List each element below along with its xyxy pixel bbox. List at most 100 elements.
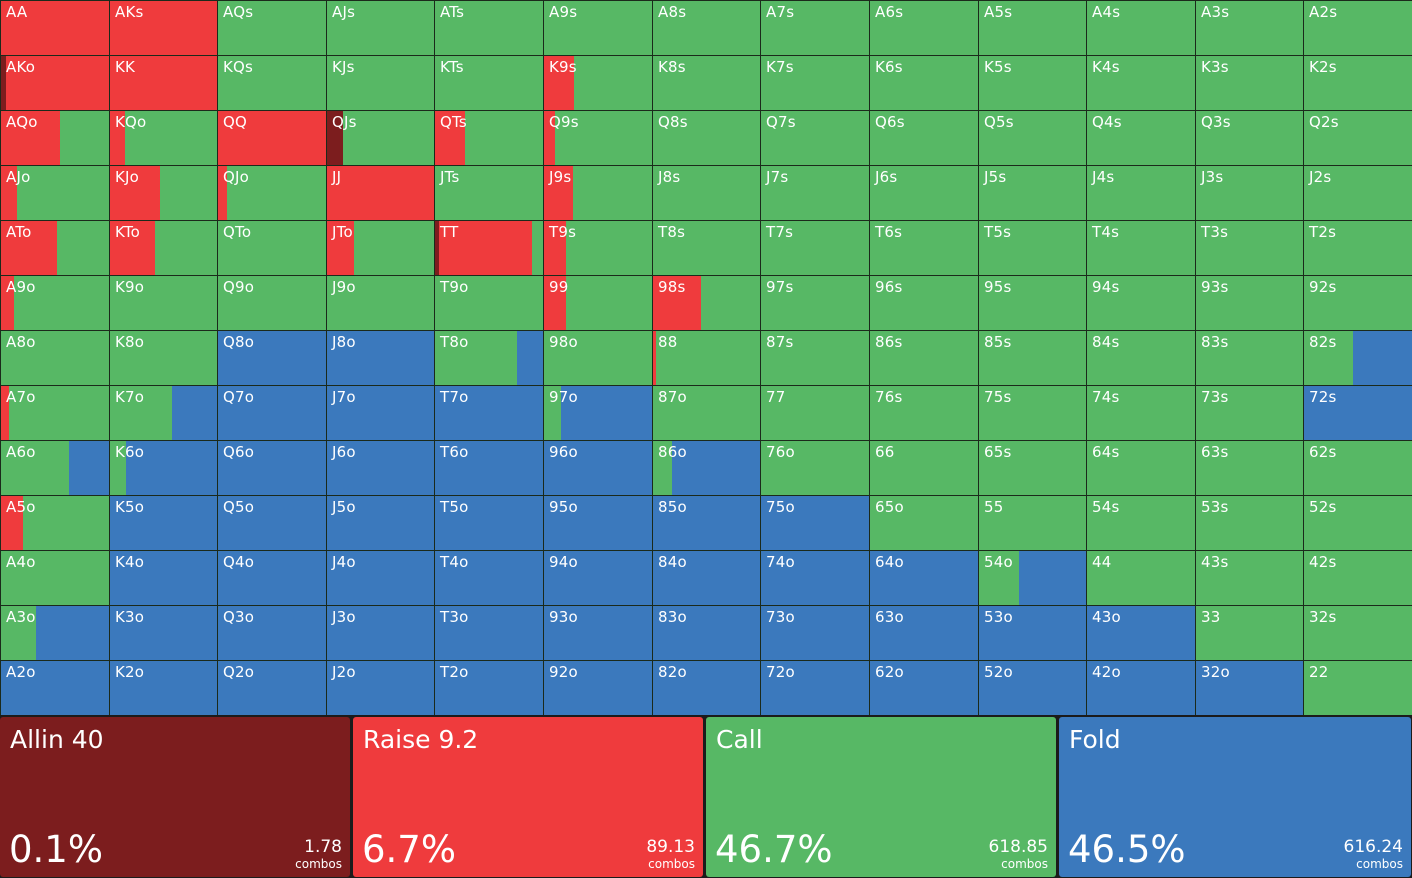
hand-cell[interactable]: 83o bbox=[652, 605, 760, 660]
hand-cell[interactable]: 97o bbox=[543, 385, 652, 440]
hand-cell[interactable]: Q6s bbox=[869, 110, 978, 165]
hand-cell[interactable]: K9s bbox=[543, 55, 652, 110]
hand-cell[interactable]: J9s bbox=[543, 165, 652, 220]
hand-cell[interactable]: T7o bbox=[434, 385, 543, 440]
hand-cell[interactable]: J7o bbox=[326, 385, 434, 440]
raise-action-card[interactable]: Raise 9.2 6.7% 89.13 combos bbox=[353, 717, 703, 877]
hand-cell[interactable]: 52s bbox=[1303, 495, 1412, 550]
hand-cell[interactable]: 53s bbox=[1195, 495, 1303, 550]
hand-cell[interactable]: K6o bbox=[109, 440, 217, 495]
hand-cell[interactable]: 52o bbox=[978, 660, 1086, 715]
hand-cell[interactable]: 55 bbox=[978, 495, 1086, 550]
hand-cell[interactable]: T7s bbox=[760, 220, 869, 275]
hand-cell[interactable]: 63s bbox=[1195, 440, 1303, 495]
hand-cell[interactable]: 33 bbox=[1195, 605, 1303, 660]
hand-cell[interactable]: A4s bbox=[1086, 0, 1195, 55]
hand-cell[interactable]: 76o bbox=[760, 440, 869, 495]
hand-cell[interactable]: 66 bbox=[869, 440, 978, 495]
hand-cell[interactable]: J4s bbox=[1086, 165, 1195, 220]
hand-cell[interactable]: T5s bbox=[978, 220, 1086, 275]
hand-cell[interactable]: 97s bbox=[760, 275, 869, 330]
hand-cell[interactable]: K8o bbox=[109, 330, 217, 385]
fold-action-card[interactable]: Fold 46.5% 616.24 combos bbox=[1059, 717, 1411, 877]
hand-cell[interactable]: 99 bbox=[543, 275, 652, 330]
hand-cell[interactable]: A2s bbox=[1303, 0, 1412, 55]
hand-cell[interactable]: K5o bbox=[109, 495, 217, 550]
hand-cell[interactable]: ATo bbox=[0, 220, 109, 275]
hand-cell[interactable]: 62s bbox=[1303, 440, 1412, 495]
hand-cell[interactable]: KQo bbox=[109, 110, 217, 165]
hand-cell[interactable]: K2o bbox=[109, 660, 217, 715]
hand-cell[interactable]: 75s bbox=[978, 385, 1086, 440]
hand-cell[interactable]: 74s bbox=[1086, 385, 1195, 440]
hand-cell[interactable]: Q5o bbox=[217, 495, 326, 550]
hand-cell[interactable]: KTo bbox=[109, 220, 217, 275]
hand-cell[interactable]: T4o bbox=[434, 550, 543, 605]
hand-cell[interactable]: 64s bbox=[1086, 440, 1195, 495]
hand-cell[interactable]: 98o bbox=[543, 330, 652, 385]
hand-cell[interactable]: J5o bbox=[326, 495, 434, 550]
hand-cell[interactable]: T8s bbox=[652, 220, 760, 275]
hand-cell[interactable]: 87o bbox=[652, 385, 760, 440]
hand-cell[interactable]: 82o bbox=[652, 660, 760, 715]
hand-cell[interactable]: 72o bbox=[760, 660, 869, 715]
hand-cell[interactable]: Q2o bbox=[217, 660, 326, 715]
hand-cell[interactable]: 65s bbox=[978, 440, 1086, 495]
hand-cell[interactable]: AJs bbox=[326, 0, 434, 55]
hand-cell[interactable]: 93o bbox=[543, 605, 652, 660]
hand-cell[interactable]: 93s bbox=[1195, 275, 1303, 330]
hand-cell[interactable]: 62o bbox=[869, 660, 978, 715]
hand-cell[interactable]: 83s bbox=[1195, 330, 1303, 385]
hand-cell[interactable]: AKs bbox=[109, 0, 217, 55]
hand-cell[interactable]: A7s bbox=[760, 0, 869, 55]
hand-cell[interactable]: T6s bbox=[869, 220, 978, 275]
hand-cell[interactable]: A7o bbox=[0, 385, 109, 440]
hand-cell[interactable]: J6o bbox=[326, 440, 434, 495]
hand-cell[interactable]: K7o bbox=[109, 385, 217, 440]
hand-cell[interactable]: 54o bbox=[978, 550, 1086, 605]
hand-cell[interactable]: T5o bbox=[434, 495, 543, 550]
hand-cell[interactable]: 74o bbox=[760, 550, 869, 605]
hand-cell[interactable]: A6o bbox=[0, 440, 109, 495]
hand-cell[interactable]: 86o bbox=[652, 440, 760, 495]
hand-cell[interactable]: T2o bbox=[434, 660, 543, 715]
hand-cell[interactable]: K8s bbox=[652, 55, 760, 110]
hand-cell[interactable]: T8o bbox=[434, 330, 543, 385]
hand-cell[interactable]: K5s bbox=[978, 55, 1086, 110]
hand-cell[interactable]: T6o bbox=[434, 440, 543, 495]
hand-cell[interactable]: K4o bbox=[109, 550, 217, 605]
hand-cell[interactable]: 65o bbox=[869, 495, 978, 550]
hand-cell[interactable]: Q4o bbox=[217, 550, 326, 605]
hand-cell[interactable]: 96s bbox=[869, 275, 978, 330]
hand-cell[interactable]: A8o bbox=[0, 330, 109, 385]
hand-cell[interactable]: A4o bbox=[0, 550, 109, 605]
hand-cell[interactable]: AA bbox=[0, 0, 109, 55]
hand-cell[interactable]: A5o bbox=[0, 495, 109, 550]
hand-cell[interactable]: Q2s bbox=[1303, 110, 1412, 165]
hand-cell[interactable]: Q8o bbox=[217, 330, 326, 385]
hand-cell[interactable]: A9s bbox=[543, 0, 652, 55]
hand-cell[interactable]: 86s bbox=[869, 330, 978, 385]
hand-cell[interactable]: K3o bbox=[109, 605, 217, 660]
hand-cell[interactable]: KTs bbox=[434, 55, 543, 110]
hand-cell[interactable]: Q3o bbox=[217, 605, 326, 660]
hand-cell[interactable]: J3s bbox=[1195, 165, 1303, 220]
hand-cell[interactable]: J7s bbox=[760, 165, 869, 220]
hand-cell[interactable]: J9o bbox=[326, 275, 434, 330]
hand-cell[interactable]: Q9o bbox=[217, 275, 326, 330]
hand-cell[interactable]: 88 bbox=[652, 330, 760, 385]
hand-cell[interactable]: 92s bbox=[1303, 275, 1412, 330]
hand-cell[interactable]: QQ bbox=[217, 110, 326, 165]
hand-cell[interactable]: 82s bbox=[1303, 330, 1412, 385]
hand-cell[interactable]: KK bbox=[109, 55, 217, 110]
hand-cell[interactable]: J4o bbox=[326, 550, 434, 605]
hand-cell[interactable]: J2o bbox=[326, 660, 434, 715]
hand-cell[interactable]: T4s bbox=[1086, 220, 1195, 275]
hand-cell[interactable]: AJo bbox=[0, 165, 109, 220]
hand-cell[interactable]: AKo bbox=[0, 55, 109, 110]
hand-cell[interactable]: J8s bbox=[652, 165, 760, 220]
hand-cell[interactable]: 32s bbox=[1303, 605, 1412, 660]
hand-cell[interactable]: 72s bbox=[1303, 385, 1412, 440]
hand-cell[interactable]: KQs bbox=[217, 55, 326, 110]
hand-cell[interactable]: 44 bbox=[1086, 550, 1195, 605]
